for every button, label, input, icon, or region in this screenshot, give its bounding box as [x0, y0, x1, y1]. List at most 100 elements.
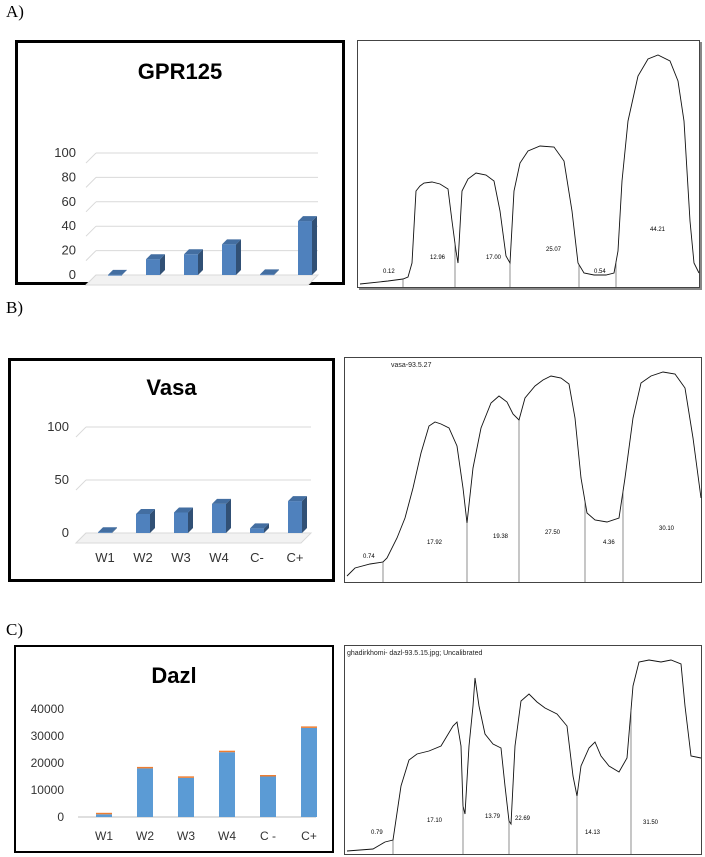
density-trace-line — [346, 371, 702, 577]
y-tick-label: 0 — [69, 267, 76, 282]
y-tick-label: 10000 — [31, 783, 65, 797]
peak-area-label: 0.74 — [363, 554, 375, 560]
bar-top — [260, 269, 279, 275]
bar-side — [112, 527, 117, 533]
bar-c+ — [298, 221, 312, 275]
bar-c+ — [301, 727, 317, 817]
gpr125-densitometry-trace: 0.12 12.96 17.00 25.07 0.54 44.21 — [357, 40, 700, 288]
y-tick-label: 0 — [62, 525, 69, 540]
peak-area-label: 22.69 — [515, 816, 531, 822]
gridline-depth — [85, 177, 97, 188]
bar-w1 — [98, 532, 112, 534]
gridline-depth — [75, 426, 87, 438]
bar-c+ — [288, 501, 302, 533]
bar-w1 — [108, 274, 122, 276]
chart-title: Vasa — [146, 375, 197, 400]
x-category-label: W3 — [171, 550, 191, 565]
gridline-depth — [75, 479, 87, 491]
bar-cap — [178, 776, 194, 778]
y-tick-label: 100 — [47, 419, 69, 434]
peak-area-label: 25.07 — [546, 247, 562, 253]
bar-side — [188, 507, 193, 533]
bar-top — [146, 254, 165, 260]
bar-cap — [137, 766, 153, 769]
bar-side — [150, 509, 155, 533]
bar-side — [198, 249, 203, 275]
bar-w4 — [222, 244, 236, 275]
y-tick-label: 30000 — [31, 729, 65, 743]
x-category-label: W1 — [95, 550, 115, 565]
vasa-bar-chart: Vasa 100 50 0 W1 W2 W3 W4 C- C+ — [8, 358, 335, 582]
vasa-trace-plot: 0.74 17.92 19.38 27.50 4.36 30.10 vasa-93.5.27 — [346, 362, 702, 582]
bar-top — [298, 216, 317, 222]
peak-area-label: 44.21 — [650, 227, 666, 233]
gridline-depth — [85, 201, 97, 213]
bar-w2 — [146, 259, 160, 275]
bar-side — [236, 239, 241, 275]
bar-side — [226, 498, 231, 533]
bar-w2 — [137, 768, 153, 817]
y-tick-label: 50 — [55, 472, 69, 487]
density-trace-line — [359, 54, 700, 285]
vasa-plot-area: 100 50 0 W1 W2 W3 W4 C- C+ — [47, 419, 313, 565]
bar-cap — [96, 812, 112, 815]
peak-area-label: 13.79 — [485, 814, 501, 820]
bar-side — [274, 269, 279, 275]
y-tick-label: 100 — [54, 145, 76, 160]
gpr125-plot-area: 100806040200W1W2W3W4C-C+ — [54, 145, 320, 286]
dazl-densitometry-trace: 0.79 17.10 13.79 22.69 14.13 31.50 ghadirkhomi… — [344, 645, 702, 855]
peak-area-label: 17.10 — [427, 818, 443, 824]
dazl-bar-chart: Dazl 40000 30000 20000 10000 0 W1 W2 W3 W4 C - C+ — [14, 645, 334, 853]
density-trace-line — [346, 659, 702, 852]
x-category-label: W4 — [218, 829, 236, 843]
gridline-depth — [85, 225, 97, 237]
bar-c- — [260, 274, 274, 276]
bar-w4 — [219, 752, 235, 817]
gpr125-bar-chart: GPR125 100806040200W1W2W3W4C-C+ — [15, 40, 345, 286]
bar-c- — [250, 528, 264, 533]
bar-top — [184, 249, 203, 255]
y-tick-label: 40 — [62, 218, 76, 233]
bar-side — [122, 269, 127, 275]
y-tick-label: 80 — [62, 169, 76, 184]
peak-area-label: 12.96 — [430, 255, 446, 261]
chart-floor — [84, 274, 320, 286]
panel-b-letter: B) — [6, 298, 23, 317]
chart-title: GPR125 — [137, 59, 223, 84]
bar-top — [174, 507, 193, 513]
bar-top — [222, 239, 241, 245]
bar-w4 — [212, 503, 226, 533]
y-tick-label: 20 — [62, 243, 76, 258]
bar-w3 — [184, 254, 198, 275]
vasa-densitometry-trace: 0.74 17.92 19.38 27.50 4.36 30.10 vasa-93.5.27 — [344, 357, 702, 583]
x-category-label: W3 — [177, 829, 195, 843]
bar-top — [98, 527, 117, 533]
x-category-label: W1 — [95, 829, 113, 843]
gridline-depth — [85, 250, 97, 261]
bar-top — [136, 509, 155, 515]
bar-cap — [219, 750, 235, 753]
bar-side — [160, 254, 165, 275]
bar-c- — [260, 776, 276, 817]
y-tick-label: 40000 — [31, 702, 65, 716]
trace-header: vasa-93.5.27 — [391, 362, 432, 369]
peak-area-label: 27.50 — [545, 530, 561, 536]
peak-area-label: 17.00 — [486, 255, 502, 261]
dazl-trace-plot: 0.79 17.10 13.79 22.69 14.13 31.50 ghadirkhomi… — [346, 650, 702, 854]
y-tick-label: 60 — [62, 194, 76, 209]
x-category-label: C+ — [301, 829, 317, 843]
peak-area-label: 0.54 — [594, 269, 606, 275]
dazl-plot-area: 40000 30000 20000 10000 0 W1 W2 W3 W4 C - C+ — [31, 702, 317, 843]
x-category-label: W4 — [209, 550, 229, 565]
x-category-label: W2 — [133, 550, 153, 565]
peak-area-label: 17.92 — [427, 540, 443, 546]
bar-cap — [260, 775, 276, 777]
bar-cap — [301, 726, 317, 728]
chart-floor — [74, 532, 313, 544]
bar-w3 — [178, 777, 194, 817]
bar-side — [302, 496, 307, 533]
bar-w1 — [96, 814, 112, 817]
peak-area-label: 31.50 — [643, 820, 659, 826]
bar-top — [108, 269, 127, 275]
x-category-label: C - — [260, 829, 276, 843]
